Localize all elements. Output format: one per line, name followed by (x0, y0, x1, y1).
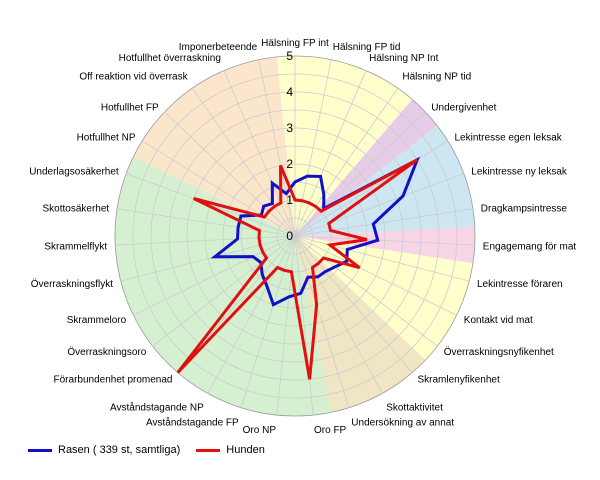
sector-5 (295, 236, 426, 413)
sector-6 (115, 156, 332, 416)
category-label: Hälsning FP int (261, 38, 329, 49)
category-label: Överraskningsoro (67, 346, 146, 358)
grid-spoke-28 (191, 88, 296, 237)
grid-spoke-24 (117, 208, 296, 237)
category-label: Skottosäkerhet (42, 204, 109, 215)
category-label: Imponerbeteende (179, 42, 258, 53)
category-label: Underlagsosäkerhet (29, 167, 119, 178)
legend-item-hunden: Hunden (196, 444, 265, 456)
grid-spoke-8 (294, 235, 475, 246)
category-label: Lekintresse ny leksak (471, 167, 568, 178)
category-label: Undergivenhet (431, 103, 496, 114)
grid-spoke-29 (223, 70, 296, 237)
grid-spoke-3 (294, 88, 399, 237)
tick-label: 5 (286, 49, 293, 63)
legend-item-rasen: Rasen ( 339 st, samtliga) (28, 444, 180, 456)
grid-spoke-16 (276, 235, 296, 416)
grid-spoke-11 (294, 235, 438, 347)
grid-spoke-7 (294, 208, 473, 237)
grid-spoke-6 (294, 173, 464, 237)
category-label: Kontakt vid mat (464, 315, 533, 326)
category-label: Skrammeloro (67, 315, 127, 326)
grid-spoke-5 (294, 140, 448, 237)
category-label: Oro NP (243, 425, 277, 436)
radial-tick-labels: 0 1 2 3 4 5 (286, 49, 293, 243)
grid-spoke-18 (207, 235, 296, 394)
grid-spoke-4 (294, 111, 426, 237)
grid-spoke-15 (294, 235, 314, 416)
grid-spoke-21 (133, 235, 296, 316)
category-label: Oro FP (314, 425, 347, 436)
category-label: Hälsning NP tid (402, 72, 471, 83)
tick-label: 3 (286, 121, 293, 135)
legend-swatch-rasen (28, 448, 52, 452)
grid-spoke-25 (126, 173, 296, 237)
category-label: Hotfullhet FP (101, 103, 159, 114)
grid-spoke-10 (294, 235, 457, 316)
category-label: Lekintresse föraren (477, 279, 563, 290)
grid-spoke-17 (240, 235, 296, 408)
grid-spoke-27 (164, 111, 296, 237)
tick-label: 0 (286, 229, 293, 243)
tick-label: 1 (286, 193, 293, 207)
grid-spoke-9 (294, 235, 470, 282)
grid-spoke-26 (142, 140, 296, 237)
sector-3 (295, 226, 475, 264)
category-label: Hälsning NP Int (369, 53, 439, 64)
legend-label-hunden: Hunden (226, 444, 265, 456)
grid-spoke-23 (115, 235, 296, 246)
category-label: Lekintresse egen leksak (455, 133, 563, 144)
category-label: Hälsning FP tid (333, 42, 401, 53)
grid-spoke-1 (294, 59, 332, 237)
category-label: Förarbundenhet promenad (54, 375, 173, 386)
legend: Rasen ( 339 st, samtliga) Hunden (28, 444, 281, 456)
grid-spoke-30 (258, 59, 296, 237)
series-line-1 (176, 158, 419, 380)
grid-spoke-12 (294, 235, 413, 373)
legend-swatch-hunden (196, 448, 221, 452)
tick-label: 2 (286, 157, 293, 171)
category-label: Hotfullhet NP (77, 133, 136, 144)
category-label: Skrammelflykt (44, 242, 107, 253)
grid-spoke-13 (294, 235, 383, 394)
legend-label-rasen: Rasen ( 339 st, samtliga) (58, 444, 181, 456)
category-label: Skramlenyfikenhet (418, 375, 500, 386)
category-label: Off reaktion vid överrask (79, 72, 188, 83)
grid-spoke-22 (120, 235, 296, 282)
grid-spoke-14 (294, 235, 350, 408)
grid-spoke-2 (294, 70, 367, 237)
category-label: Skottaktivitet (386, 402, 443, 413)
data-series (176, 156, 421, 380)
sector-0 (276, 56, 413, 237)
sector-7 (133, 56, 295, 236)
grid-spoke-20 (152, 235, 296, 347)
category-label: Avståndstagande NP (110, 401, 204, 413)
category-label: Engagemang för mat (483, 242, 577, 253)
category-label: Avståndstagande FP (146, 416, 239, 428)
category-label: Hotfullhet överraskning (119, 53, 221, 64)
category-label: Dragkampsintresse (481, 204, 568, 215)
category-label: Överraskningsnyfikenhet (444, 346, 554, 358)
category-label: Undersökning av annat (351, 417, 454, 428)
category-label: Överraskningsflykt (31, 278, 113, 290)
tick-label: 4 (286, 85, 293, 99)
